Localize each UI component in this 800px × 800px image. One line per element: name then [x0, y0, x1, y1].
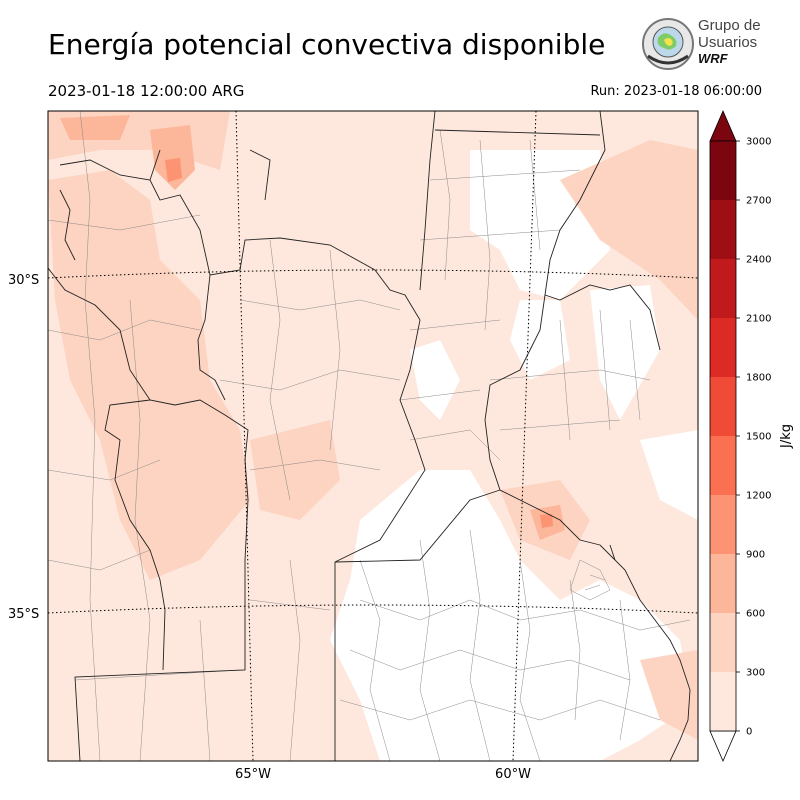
graticule [48, 111, 698, 761]
map-frame [47, 110, 699, 762]
colorbar-segment [710, 141, 736, 200]
colorbar-tick-label: 2400 [746, 255, 771, 266]
zero-cape-region [410, 340, 460, 420]
colorbar-segment [710, 377, 736, 436]
cape-patch-300 [250, 420, 340, 520]
cape-patch-900 [540, 514, 553, 528]
colorbar-tick-label: 0 [746, 727, 752, 738]
colorbar-tick-label: 2100 [746, 314, 771, 325]
zero-cape-region [640, 430, 698, 520]
cape-patch-300 [560, 140, 698, 320]
colorbar-segment [710, 613, 736, 672]
logo-line-1: Grupo de [698, 17, 761, 34]
cape-patch-300 [48, 170, 250, 580]
map-title: Energía potencial convectiva disponible [48, 28, 606, 61]
province-boundaries [48, 111, 661, 761]
colorbar-tick-label: 600 [746, 609, 765, 620]
lat-label-35s: 35°S [8, 607, 39, 622]
cape-patch-900 [165, 158, 182, 182]
logo-line-2: Usuarios [698, 34, 758, 51]
colorbar-extend-low [709, 730, 737, 763]
valid-time: 2023-01-18 12:00:00 ARG [48, 82, 245, 100]
colorbar-segment [710, 259, 736, 318]
map-area [48, 111, 698, 761]
cape-patch-300 [640, 650, 698, 740]
globe-emblem-icon [642, 18, 694, 70]
colorbar-extend-high [709, 109, 737, 142]
lat-label-30s: 30°S [8, 273, 39, 288]
coastline [609, 544, 691, 761]
cape-patch-600 [150, 125, 195, 190]
lon-label-60w: 60°W [495, 767, 531, 782]
colorbar-segment [710, 554, 736, 613]
colorbar-tick-label: 1500 [746, 432, 771, 443]
colorbar: 0 300 600 900 1200 1500 1800 2100 2400 2700 3000 [709, 109, 771, 763]
colorbar-segment [710, 200, 736, 259]
cape-patch-600 [60, 115, 130, 140]
colorbar-segment [710, 495, 736, 554]
colorbar-tick-label: 1800 [746, 373, 771, 384]
colorbar-units: J/kg [779, 424, 794, 449]
colorbar-segment [710, 318, 736, 377]
lon-label-65w: 65°W [235, 767, 271, 782]
colorbar-tick-label: 900 [746, 550, 765, 561]
zero-cape-region [590, 285, 660, 420]
colorbar-tick-label: 1200 [746, 491, 771, 502]
colorbar-segment [710, 436, 736, 495]
colorbar-tick-label: 3000 [746, 137, 771, 148]
colorbar-tick-label: 2700 [746, 196, 771, 207]
run-time: Run: 2023-01-18 06:00:00 [590, 84, 762, 99]
colorbar-segment [710, 672, 736, 731]
wrf-logo: Grupo de Usuarios WRF [638, 16, 768, 72]
colorbar-tick-label: 300 [746, 668, 765, 679]
logo-line-3: WRF [698, 51, 728, 66]
department-boundaries [48, 111, 691, 761]
